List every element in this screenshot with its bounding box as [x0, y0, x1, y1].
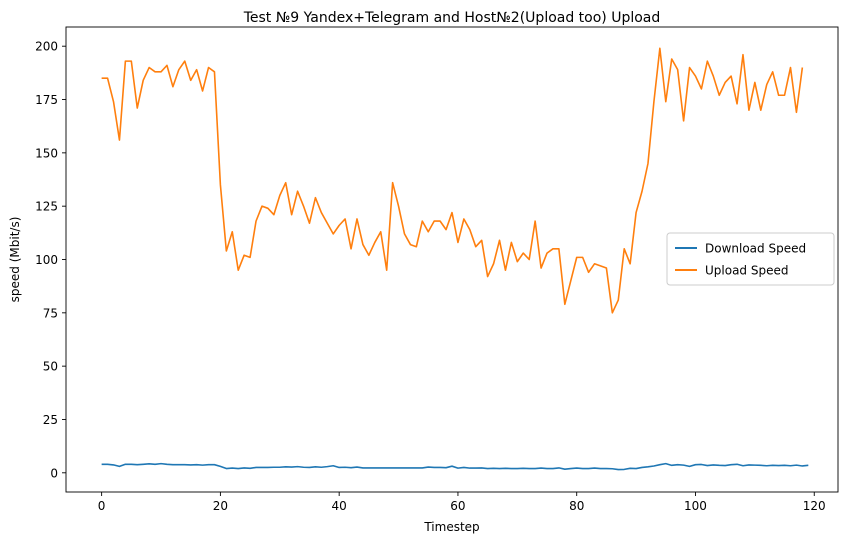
x-tick-label: 20 [213, 499, 228, 513]
plot-area [101, 47, 809, 471]
y-tick-label: 75 [43, 306, 58, 320]
y-axis-label: speed (Mbit/s) [8, 217, 22, 303]
x-axis-label: Timestep [423, 520, 479, 534]
x-tick-label: 100 [684, 499, 707, 513]
x-tick-label: 40 [332, 499, 347, 513]
x-axis: 0 20 40 60 80 100 120 [98, 492, 826, 513]
x-tick-label: 60 [450, 499, 465, 513]
legend-label-upload: Upload Speed [705, 264, 788, 278]
y-tick-label: 200 [35, 40, 58, 54]
y-tick-label: 100 [35, 253, 58, 267]
x-tick-label: 80 [569, 499, 584, 513]
y-tick-label: 175 [35, 93, 58, 107]
x-tick-label: 120 [803, 499, 826, 513]
legend: Download Speed Upload Speed [666, 232, 835, 286]
y-tick-label: 125 [35, 200, 58, 214]
legend-label-download: Download Speed [705, 242, 806, 256]
x-tick-label: 0 [98, 499, 106, 513]
series-line-download-speed [101, 462, 809, 471]
y-tick-label: 50 [43, 360, 58, 374]
y-tick-label: 0 [50, 466, 58, 480]
chart-title: Test №9 Yandex+Telegram and Host№2(Uploa… [243, 10, 661, 26]
y-axis: 0 25 50 75 100 125 150 175 200 [35, 40, 66, 480]
y-tick-label: 25 [43, 413, 58, 427]
series-line-upload-speed [101, 47, 804, 314]
y-tick-label: 150 [35, 146, 58, 160]
legend-box [666, 232, 835, 286]
